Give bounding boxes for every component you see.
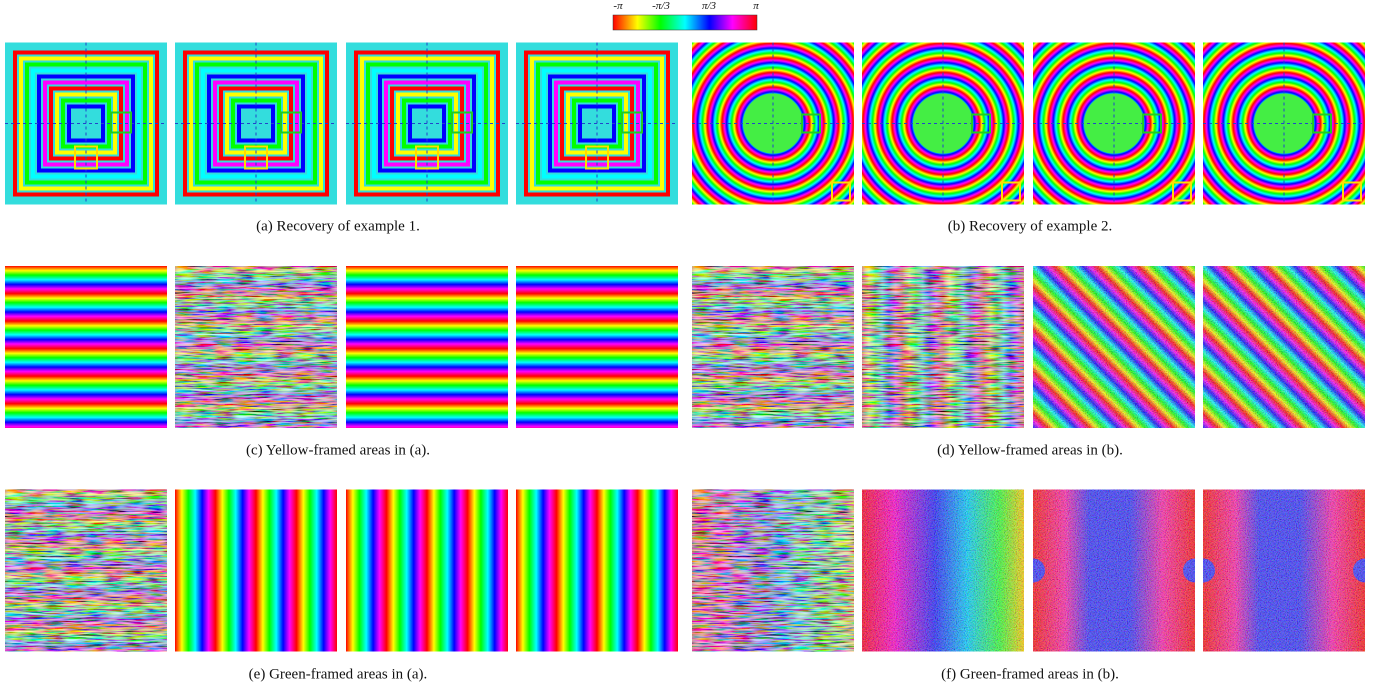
row-a-b: (a) Recovery of example 1. (b) Recovery … [5,42,1365,234]
colorbar: -π -π/3 π/3 π [612,0,759,31]
image [692,266,854,428]
colorbar-label: -π/3 [652,0,670,12]
image [862,266,1024,428]
image [862,490,1024,652]
image [1203,266,1365,428]
image [1021,490,1207,652]
image [1033,42,1195,205]
caption: (f) Green-framed areas in (b). [941,666,1119,682]
caption: (b) Recovery of example 2. [948,218,1113,234]
image [1203,42,1365,205]
image [692,42,854,205]
image [1033,266,1195,428]
row-e-f: (e) Green-framed areas in (a). (f) Green… [5,489,1377,682]
image [1191,490,1377,652]
colorbar-label: π/3 [702,0,717,12]
colorbar-gradient [612,14,758,31]
caption: (d) Yellow-framed areas in (b). [937,442,1123,458]
image [5,490,167,652]
image [5,266,167,428]
image [516,266,678,428]
image [175,489,337,652]
image [862,42,1024,205]
image [692,490,854,652]
image [346,266,508,428]
image [175,43,337,205]
image [346,489,508,652]
image [175,266,337,428]
caption: (a) Recovery of example 1. [256,218,420,234]
colorbar-label: π [753,0,759,12]
image [5,43,167,205]
caption: (e) Green-framed areas in (a). [249,666,428,682]
image [346,43,508,205]
image [516,43,678,205]
colorbar-label: -π [613,0,623,12]
caption: (c) Yellow-framed areas in (a). [246,442,430,458]
image [516,489,678,652]
row-c-d: (c) Yellow-framed areas in (a). (d) Yell… [5,266,1365,458]
